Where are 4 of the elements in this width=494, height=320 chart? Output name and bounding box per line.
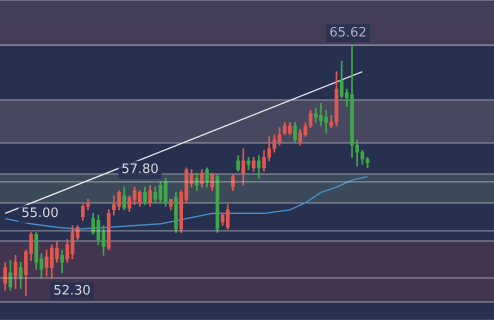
ref-line-label: 65.62 — [329, 25, 367, 40]
ref-line-label: 52.30 — [53, 283, 91, 298]
ref-line-label: 57.80 — [121, 162, 159, 178]
ref-line-label: 55.00 — [21, 206, 59, 222]
